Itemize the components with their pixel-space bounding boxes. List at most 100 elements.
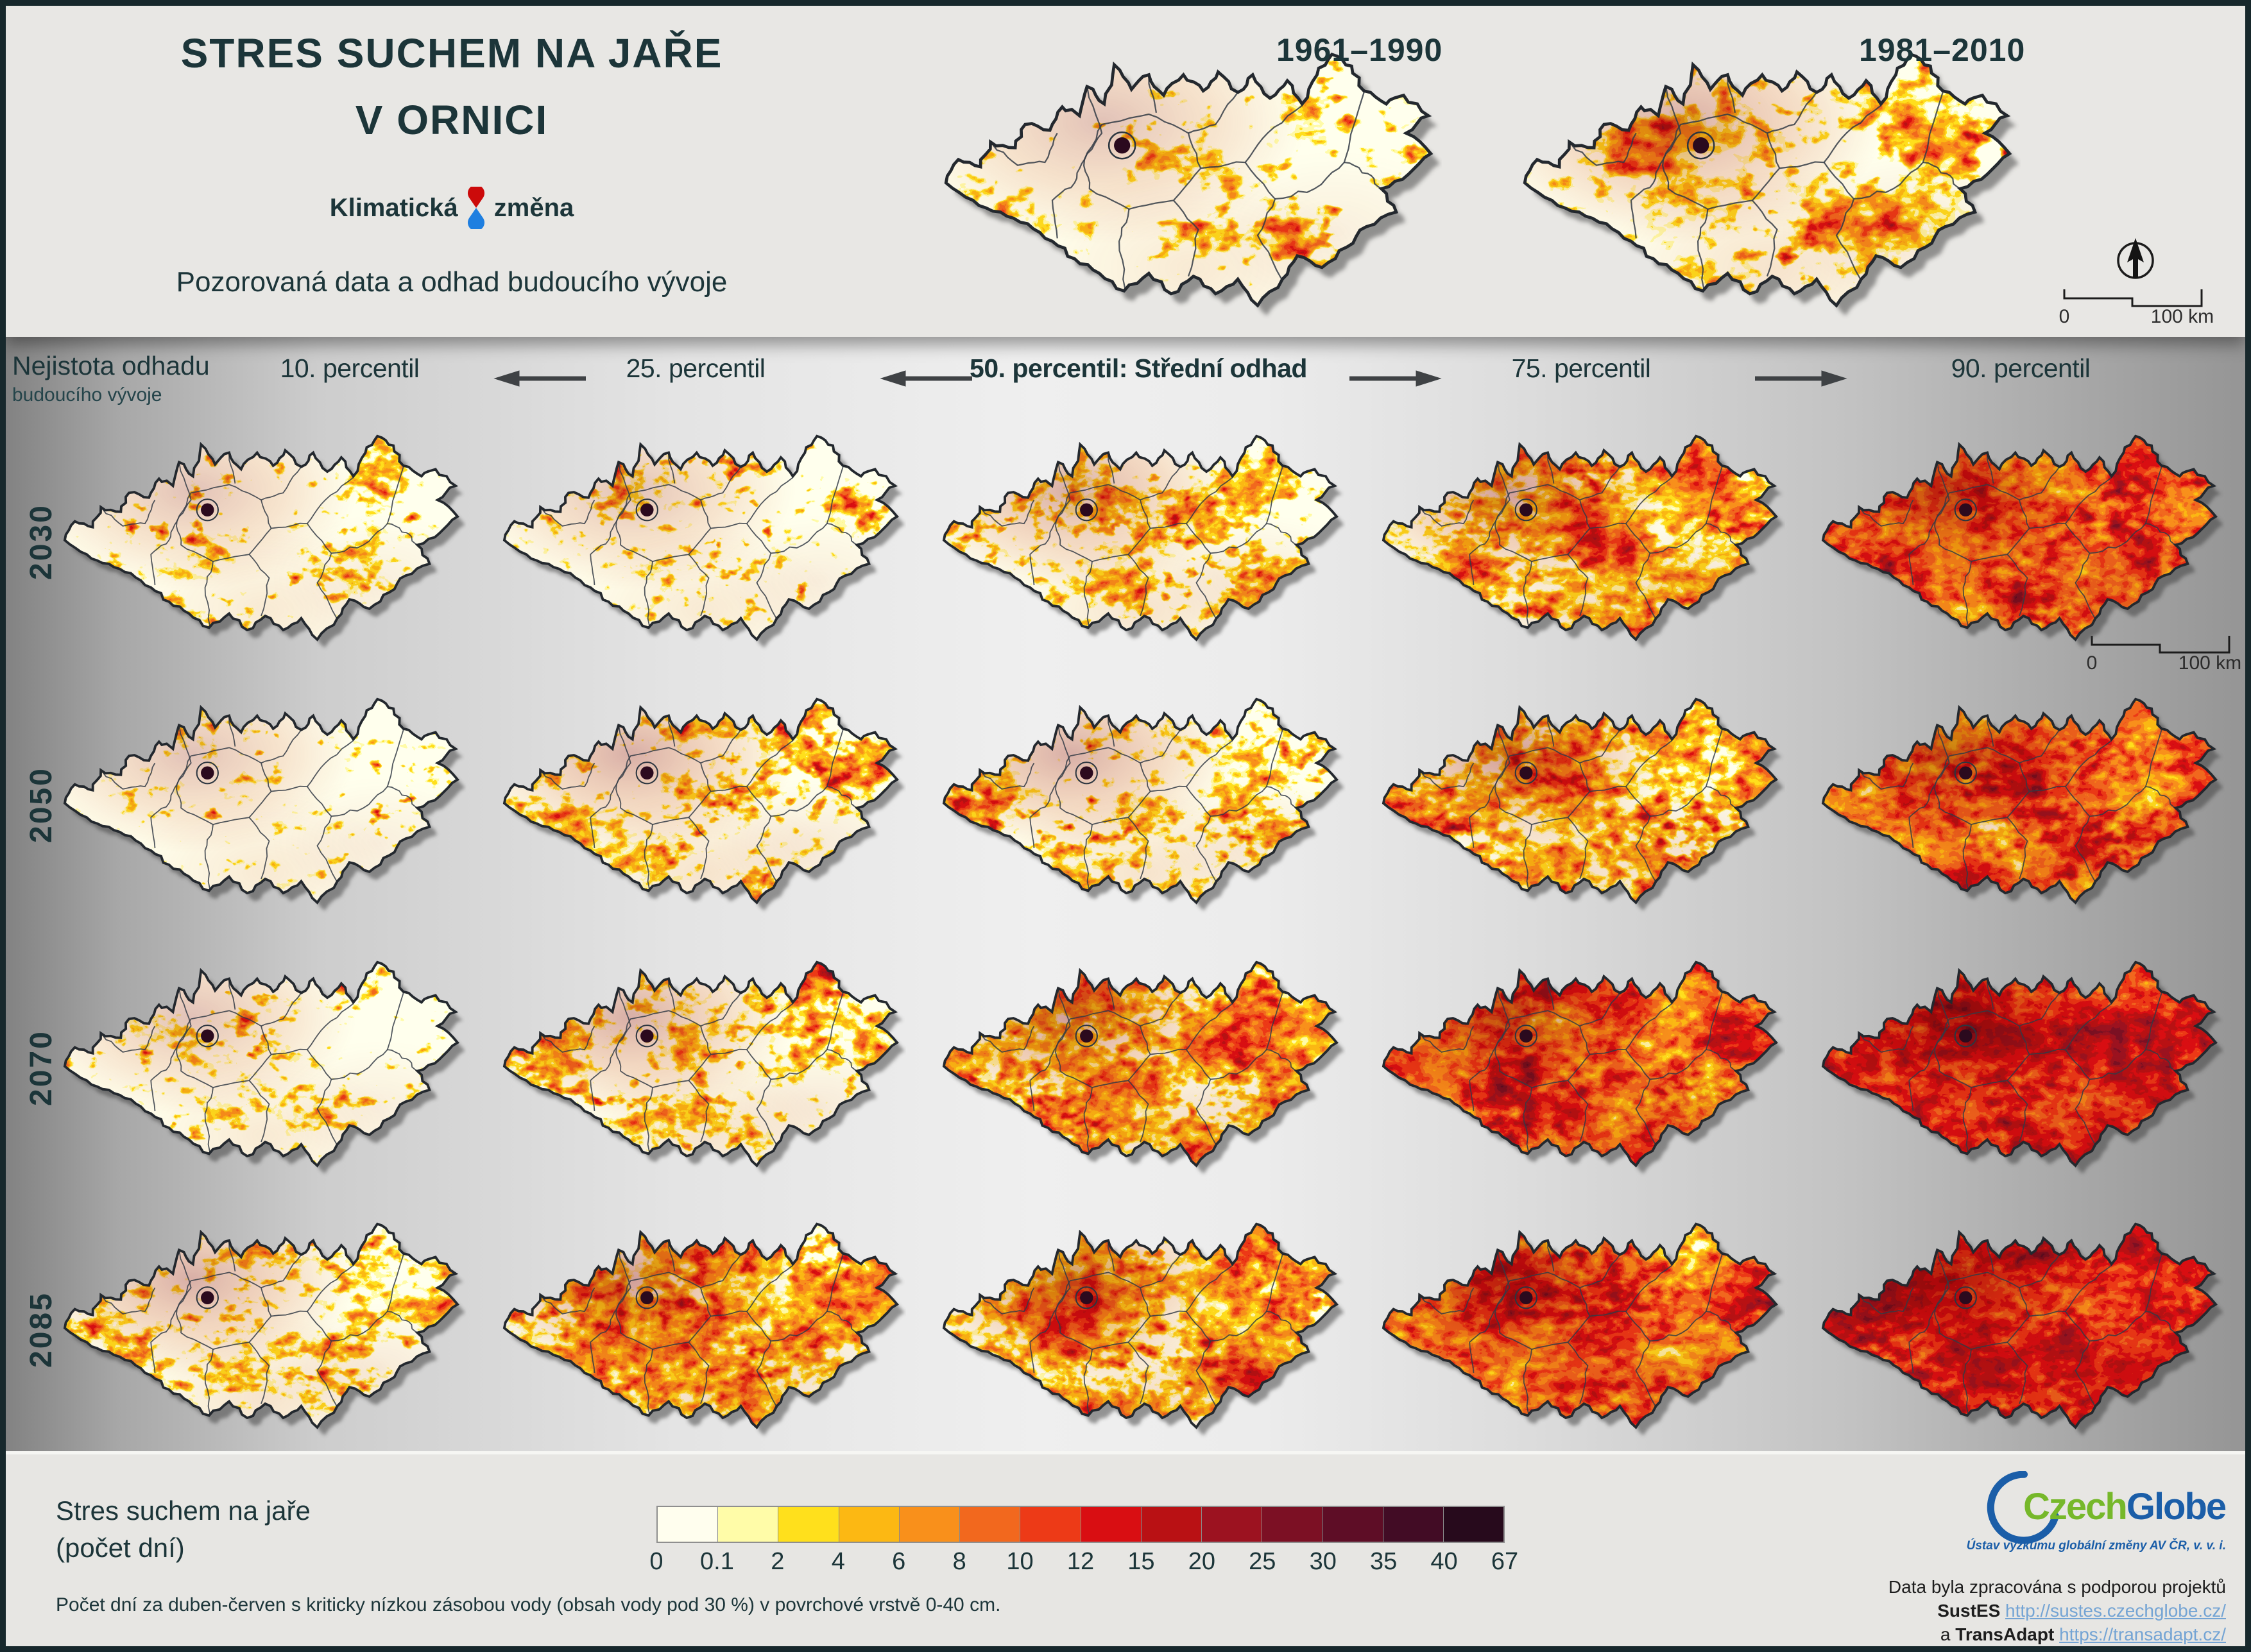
map-cell [1374,680,1785,926]
czechglobe-logo: CzechGlobe [1983,1467,2240,1551]
svg-text:0: 0 [2059,306,2070,325]
map-cell [495,680,906,926]
legend-tick-label: 0 [649,1548,663,1575]
legend-tick-label: 12 [1066,1548,1095,1575]
map-cell [935,943,1346,1189]
czech-drought-map [64,697,465,911]
reference-period-label: 1981–2010 [1859,32,2026,68]
legend-swatch [839,1507,900,1542]
reference-map-1961-1990 [935,31,1442,335]
map-cell [1814,943,2225,1189]
legend-tick-label: 30 [1309,1548,1337,1575]
project-transadapt: TransAdapt [1955,1624,2055,1644]
map-cell [935,417,1346,663]
czech-drought-map [1382,697,1784,911]
project-sustes: SustES [1937,1601,2001,1621]
svg-text:0: 0 [2087,652,2098,672]
conjunction: a [1940,1624,1951,1644]
drops-icon [467,187,484,229]
czech-drought-map [943,434,1344,648]
legend-swatch [1081,1507,1142,1542]
uncertainty-sublabel: budoucího vývoje [12,384,162,405]
legend-swatch [1141,1507,1202,1542]
transadapt-link[interactable]: https://transadapt.cz/ [2059,1624,2226,1644]
legend-swatch [778,1507,839,1542]
legend-color-ramp [656,1506,1505,1543]
legend-tick-label: 6 [892,1548,906,1575]
scale-bar: 0 100 km [2087,636,2241,672]
czech-drought-map [1382,434,1784,648]
czech-drought-map [64,434,465,648]
title-block: STRES SUCHEM NA JAŘE V ORNICI Klimatická… [102,24,801,298]
czech-drought-map [1822,1222,2223,1436]
czech-drought-map [943,960,1344,1174]
czech-drought-map [1822,960,2223,1174]
credits-line-1: Data byla zpracována s podporou projektů [1888,1577,2226,1597]
legend-swatch [960,1507,1021,1542]
column-label-10th-percentile: 10. percentil [280,353,420,383]
svg-text:100 km: 100 km [2178,652,2241,672]
czechglobe-arc-icon [1987,1471,2059,1544]
legend-footnote: Počet dní za duben-červen s kriticky níz… [56,1594,1001,1615]
svg-text:100 km: 100 km [2151,306,2214,325]
czech-drought-map [64,1222,465,1436]
column-label-90th-percentile: 90. percentil [1951,353,2091,383]
czech-drought-map [503,697,905,911]
map-matrix-band: Nejistota odhadu budoucího vývoje 10. pe… [6,337,2245,1451]
legend-tick-label: 4 [831,1548,845,1575]
map-cell [1814,417,2225,663]
legend-swatch [1201,1507,1263,1542]
brand-word-2: změna [493,193,574,222]
sustes-link[interactable]: http://sustes.czechglobe.cz/ [2005,1601,2226,1621]
map-cell [495,417,906,663]
legend-swatch [899,1507,961,1542]
legend-swatch [718,1507,779,1542]
reference-map-1981-2010 [1514,31,2021,335]
column-label-25th-percentile: 25. percentil [626,353,766,383]
map-cell [1374,1205,1785,1451]
credits-line-2: SustES http://sustes.czechglobe.cz/ [1888,1599,2226,1622]
arrow-right-icon [1349,370,1442,387]
map-cell [935,680,1346,926]
legend-tick-label: 0.1 [700,1548,734,1575]
brand-word-1: Klimatická [329,193,458,222]
legend-tick-label: 25 [1249,1548,1276,1575]
map-cell [495,1205,906,1451]
czech-drought-map [943,697,1344,911]
legend-tick-label: 15 [1127,1548,1155,1575]
header-band: STRES SUCHEM NA JAŘE V ORNICI Klimatická… [6,6,2245,337]
legend-tick-label: 10 [1006,1548,1034,1575]
legend-swatch [1383,1507,1444,1542]
legend-swatch [1262,1507,1323,1542]
czech-drought-map [1382,1222,1784,1436]
map-cell [1814,1205,2225,1451]
czech-drought-map [64,960,465,1174]
legend-tick-label: 40 [1430,1548,1458,1575]
map-cell [935,1205,1346,1451]
legend-swatch [1020,1507,1081,1542]
subtitle: Pozorovaná data a odhad budoucího vývoje [176,266,728,298]
map-cell [1374,417,1785,663]
credits-block: Data byla zpracována s podporou projektů… [1888,1575,2226,1646]
legend-band: Stres suchem na jaře (počet dní) 0 0.1 2 4 6… [6,1451,2245,1649]
czechglobe-wordmark: CzechGlobe [2023,1486,2227,1528]
czech-drought-map [1822,434,2223,648]
legend-title: Stres suchem na jaře [56,1495,311,1526]
legend-tick-label: 8 [952,1548,966,1575]
czech-drought-map [503,434,905,648]
czech-drought-map [503,960,905,1174]
map-cell [1374,943,1785,1189]
column-label-75th-percentile: 75. percentil [1511,353,1651,383]
map-cell [1814,680,2225,926]
column-label-50th-percentile: 50. percentil: Střední odhad [970,353,1307,383]
scale-bar: 0 100 km [2059,289,2214,325]
north-arrow-icon [2117,238,2154,279]
legend-units: (počet dní) [56,1533,185,1563]
credits-line-3: a TransAdapt https://transadapt.cz/ [1888,1622,2226,1646]
legend-tick-label: 2 [771,1548,785,1575]
map-cell [495,943,906,1189]
klimaticka-zmena-logo: Klimatická změna [102,187,801,229]
legend-tick-label: 20 [1188,1548,1215,1575]
map-cell [56,1205,466,1451]
